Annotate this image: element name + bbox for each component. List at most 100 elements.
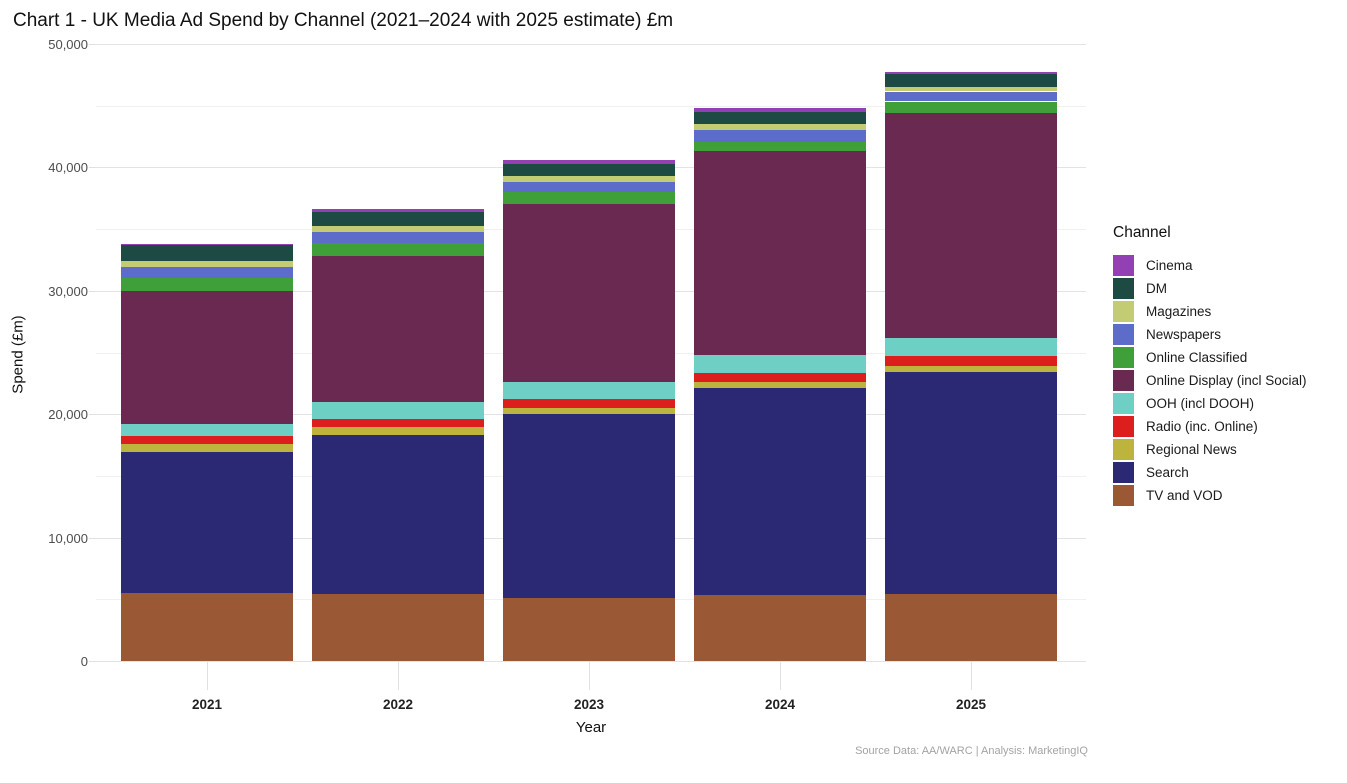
bar-segment-online-classified <box>503 192 675 205</box>
bar-segment-radio-inc-online- <box>694 372 866 383</box>
gridline-major <box>96 661 1086 662</box>
bar-segment-cinema <box>121 243 293 246</box>
bar-segment-ooh-incl-dooh- <box>885 337 1057 356</box>
bar-segment-radio-inc-online- <box>312 418 484 427</box>
legend-swatch-icon <box>1113 462 1134 483</box>
bar-segment-online-classified <box>694 142 866 152</box>
legend-swatch-icon <box>1113 301 1134 322</box>
bar-segment-radio-inc-online- <box>121 435 293 445</box>
y-axis-tick <box>89 661 96 662</box>
bar-segment-dm <box>503 163 675 177</box>
legend-swatch-icon <box>1113 255 1134 276</box>
bar-segment-radio-inc-online- <box>885 355 1057 366</box>
bar-segment-tv-and-vod <box>121 592 293 661</box>
bar-segment-newspapers <box>503 182 675 193</box>
legend-item: OOH (incl DOOH) <box>1113 392 1307 415</box>
bar-segment-tv-and-vod <box>694 595 866 661</box>
legend-label: Search <box>1146 465 1189 480</box>
bar-segment-online-display-incl-social- <box>312 256 484 402</box>
y-axis-tick <box>89 167 96 169</box>
legend-item: Search <box>1113 461 1307 484</box>
chart-title: Chart 1 - UK Media Ad Spend by Channel (… <box>13 10 674 31</box>
bar-segment-regional-news <box>503 407 675 414</box>
x-axis-tick <box>971 662 972 690</box>
x-axis-tick-label: 2023 <box>573 697 605 712</box>
legend-swatch-icon <box>1113 393 1134 414</box>
bar-segment-online-display-incl-social- <box>694 151 866 356</box>
bar-segment-newspapers <box>694 129 866 143</box>
y-axis-tick <box>89 44 96 45</box>
legend-item: Magazines <box>1113 300 1307 323</box>
bar-segment-dm <box>694 111 866 124</box>
bar-segment-search <box>885 371 1057 595</box>
legend-swatch-icon <box>1113 439 1134 460</box>
legend-swatch-icon <box>1113 324 1134 345</box>
bar-segment-regional-news <box>885 365 1057 372</box>
bar-segment-tv-and-vod <box>312 594 484 661</box>
y-axis-tick-label: 40,000 <box>48 160 88 176</box>
bar-segment-search <box>694 387 866 596</box>
bar-segment-cinema <box>312 208 484 212</box>
bar-segment-newspapers <box>121 267 293 279</box>
bar-segment-magazines <box>503 176 675 183</box>
bar-segment-tv-and-vod <box>885 594 1057 661</box>
bar-segment-online-display-incl-social- <box>503 204 675 383</box>
bar-segment-regional-news <box>312 426 484 435</box>
bar-segment-ooh-incl-dooh- <box>121 424 293 436</box>
bar-segment-regional-news <box>121 444 293 452</box>
x-axis-tick-label: 2022 <box>382 697 414 712</box>
bar-segment-ooh-incl-dooh- <box>503 382 675 399</box>
x-axis-tick-label: 2024 <box>764 697 796 712</box>
bar-segment-online-classified <box>885 101 1057 114</box>
gridline-minor <box>96 105 1086 107</box>
y-axis-tick-label: 50,000 <box>48 37 88 52</box>
legend-label: TV and VOD <box>1146 488 1223 503</box>
bar-segment-search <box>503 413 675 599</box>
legend-item: Online Display (incl Social) <box>1113 369 1307 392</box>
y-axis-tick-label: 10,000 <box>48 530 88 546</box>
x-axis-tick <box>398 662 399 690</box>
bar-segment-regional-news <box>694 382 866 388</box>
legend: Channel Cinema DM Magazines Newspapers Onlin… <box>1113 224 1307 507</box>
legend-label: Online Classified <box>1146 350 1248 365</box>
legend-item: Radio (inc. Online) <box>1113 415 1307 438</box>
legend-label: Cinema <box>1146 258 1193 273</box>
bar-segment-ooh-incl-dooh- <box>312 401 484 419</box>
legend-swatch-icon <box>1113 278 1134 299</box>
bar-segment-search <box>121 451 293 593</box>
bar-segment-cinema <box>694 108 866 112</box>
legend-item: Cinema <box>1113 254 1307 277</box>
legend-items: Cinema DM Magazines Newspapers Online Classi… <box>1113 254 1307 507</box>
x-axis-tick-label: 2021 <box>191 697 223 712</box>
bar-segment-magazines <box>312 226 484 232</box>
bar-segment-magazines <box>885 86 1057 92</box>
legend-label: Radio (inc. Online) <box>1146 419 1258 434</box>
legend-swatch-icon <box>1113 416 1134 437</box>
legend-label: Newspapers <box>1146 327 1222 342</box>
source-note: Source Data: AA/WARC | Analysis: Marketi… <box>855 745 1088 757</box>
bar-segment-cinema <box>885 72 1057 75</box>
bar-segment-magazines <box>694 123 866 130</box>
bar-segment-tv-and-vod <box>503 598 675 661</box>
legend-label: DM <box>1146 281 1167 296</box>
gridline-major <box>96 44 1086 45</box>
y-axis-tick-label: 0 <box>80 654 88 669</box>
bar-segment-magazines <box>121 261 293 268</box>
bar-segment-online-classified <box>121 278 293 292</box>
bar-segment-ooh-incl-dooh- <box>694 355 866 373</box>
x-axis-tick-label: 2025 <box>955 697 987 712</box>
legend-item: Online Classified <box>1113 346 1307 369</box>
y-axis-tick-label: 30,000 <box>48 283 88 299</box>
bar-segment-online-display-incl-social- <box>121 291 293 425</box>
bar-segment-search <box>312 434 484 595</box>
legend-label: Regional News <box>1146 442 1237 457</box>
bar-segment-dm <box>121 245 293 262</box>
bar-segment-dm <box>885 74 1057 87</box>
legend-item: Newspapers <box>1113 323 1307 346</box>
x-axis-tick <box>207 662 208 690</box>
bar-segment-cinema <box>503 159 675 164</box>
y-axis-tick <box>89 414 96 416</box>
legend-label: OOH (incl DOOH) <box>1146 396 1254 411</box>
x-axis-tick <box>780 662 781 690</box>
y-axis-tick <box>89 290 96 292</box>
